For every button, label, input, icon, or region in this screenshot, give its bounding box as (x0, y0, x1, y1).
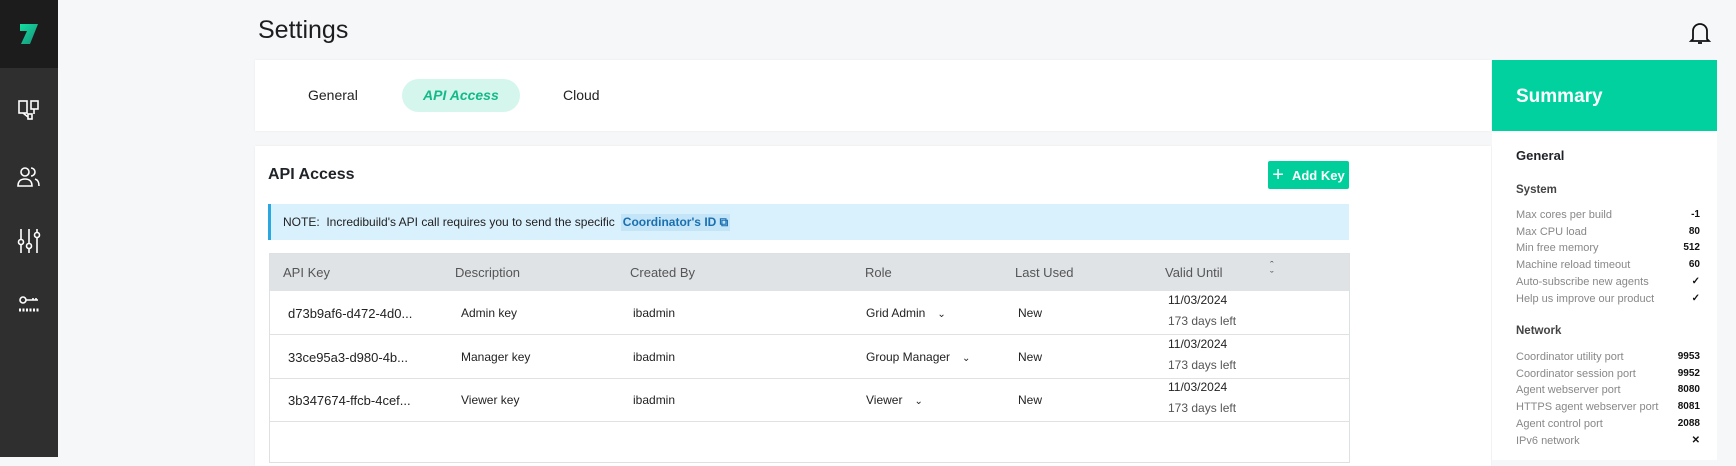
sidebar (0, 0, 58, 457)
summary-row: Max CPU load 80 (1516, 225, 1700, 238)
summary-row: Agent webserver port 8080 (1516, 384, 1700, 397)
bell-icon (1688, 23, 1712, 44)
description-cell: Manager key (461, 349, 531, 364)
agents-icon (18, 100, 39, 120)
role-select[interactable]: Viewer ⌄ (866, 393, 923, 407)
section-title: API Access (268, 166, 355, 183)
summary-row: Coordinator utility port 9953 (1516, 351, 1700, 363)
summary-row: IPv6 network ✕ (1516, 434, 1700, 447)
last-used-cell: New (1018, 306, 1043, 320)
description-cell: Admin key (461, 306, 518, 320)
summary-title: Summary (1492, 60, 1717, 131)
users-icon (17, 167, 40, 187)
summary-row: Auto-subscribe new agents ✓ (1516, 275, 1700, 288)
notifications-button[interactable] (1688, 20, 1712, 51)
tab-general[interactable]: General (308, 87, 358, 103)
last-used-cell: New (1018, 393, 1043, 407)
tab-api-access[interactable]: API Access (402, 79, 520, 112)
table-row[interactable]: 3b347674-ffcb-4cef... Viewer key ibadmin… (270, 378, 1349, 422)
summary-row: HTTPS agent webserver port 8081 (1516, 401, 1700, 414)
valid-until-date: 11/03/2024 (1168, 380, 1228, 394)
key-icon (19, 296, 39, 312)
summary-row: Max cores per build -1 (1516, 209, 1700, 221)
api-keys-table: API Key Description Created By Role Last… (269, 253, 1350, 463)
tab-cloud[interactable]: Cloud (563, 87, 600, 103)
table-header: API Key Description Created By Role Last… (270, 254, 1349, 291)
table-row[interactable]: d73b9af6-d472-4d0... Admin key ibadmin G… (270, 291, 1349, 335)
sliders-icon (17, 229, 41, 253)
logo[interactable] (0, 0, 58, 68)
plus-icon: + (1272, 163, 1284, 186)
valid-until-date: 11/03/2024 (1168, 293, 1228, 307)
chevron-down-icon: ⌄ (937, 309, 946, 320)
api-key-cell[interactable]: 3b347674-ffcb-4cef... (288, 393, 411, 408)
created-by-cell: ibadmin (633, 349, 676, 364)
sidebar-item-users[interactable] (0, 157, 58, 197)
created-by-cell: ibadmin (633, 393, 676, 407)
sidebar-item-agents[interactable] (0, 90, 58, 130)
role-select[interactable]: Group Manager ⌄ (866, 349, 971, 364)
summary-row: Help us improve our product ✓ (1516, 292, 1700, 305)
days-left: 173 days left (1168, 314, 1237, 328)
chevron-down-icon: ⌄ (962, 352, 971, 364)
table-row[interactable]: 33ce95a3-d980-4b... Manager key ibadmin … (270, 335, 1349, 379)
api-key-cell[interactable]: 33ce95a3-d980-4b... (288, 349, 408, 365)
last-used-cell: New (1018, 349, 1043, 364)
summary-row: Min free memory 512 (1516, 242, 1700, 255)
summary-row: Agent control port 2088 (1516, 417, 1700, 430)
chevron-down-icon: ⌄ (914, 396, 923, 407)
summary-row: Machine reload timeout 60 (1516, 259, 1700, 272)
summary-row: Coordinator session port 9952 (1516, 367, 1700, 380)
page-title: Settings (258, 16, 349, 44)
coordinator-id-link[interactable]: Coordinator's ID ⧉ (620, 213, 731, 231)
sidebar-item-settings[interactable] (0, 220, 58, 260)
description-cell: Viewer key (461, 393, 520, 407)
days-left: 173 days left (1168, 357, 1237, 372)
created-by-cell: ibadmin (633, 306, 676, 320)
sidebar-item-api-keys[interactable] (0, 284, 58, 324)
api-key-cell[interactable]: d73b9af6-d472-4d0... (288, 306, 413, 321)
add-key-button[interactable]: + Add Key (1268, 161, 1349, 189)
days-left: 173 days left (1168, 401, 1237, 415)
copy-icon[interactable]: ⧉ (719, 214, 729, 229)
role-select[interactable]: Grid Admin ⌄ (866, 306, 946, 320)
summary-panel: Summary General System Network Max cores… (1492, 60, 1717, 460)
valid-until-date: 11/03/2024 (1168, 336, 1228, 351)
note-banner: NOTE: Incredibuild's API call requires y… (268, 204, 1349, 240)
